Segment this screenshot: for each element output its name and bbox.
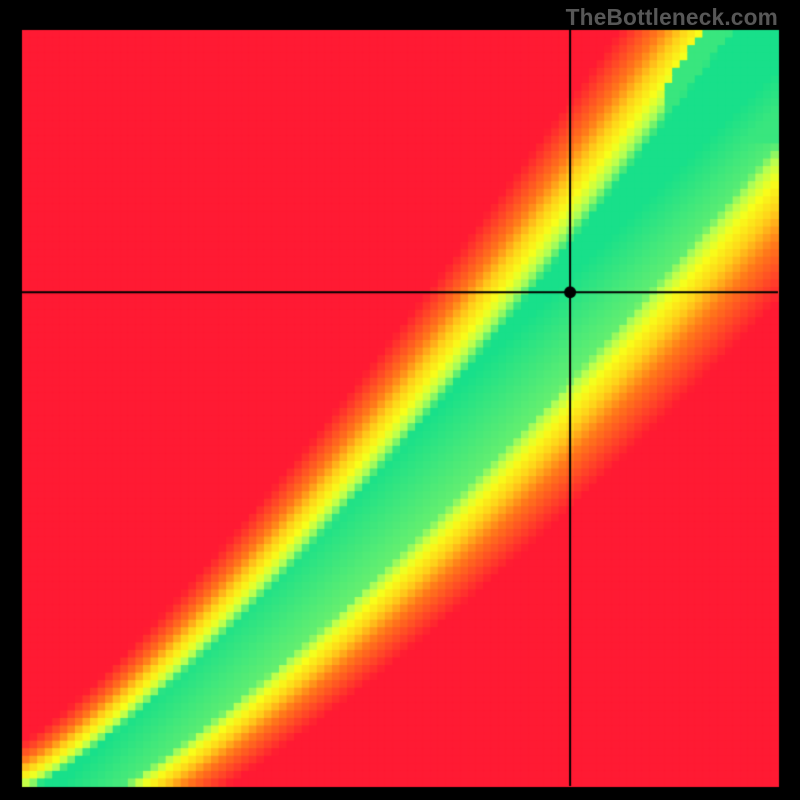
- watermark-text: TheBottleneck.com: [566, 4, 778, 31]
- bottleneck-heatmap: [0, 0, 800, 800]
